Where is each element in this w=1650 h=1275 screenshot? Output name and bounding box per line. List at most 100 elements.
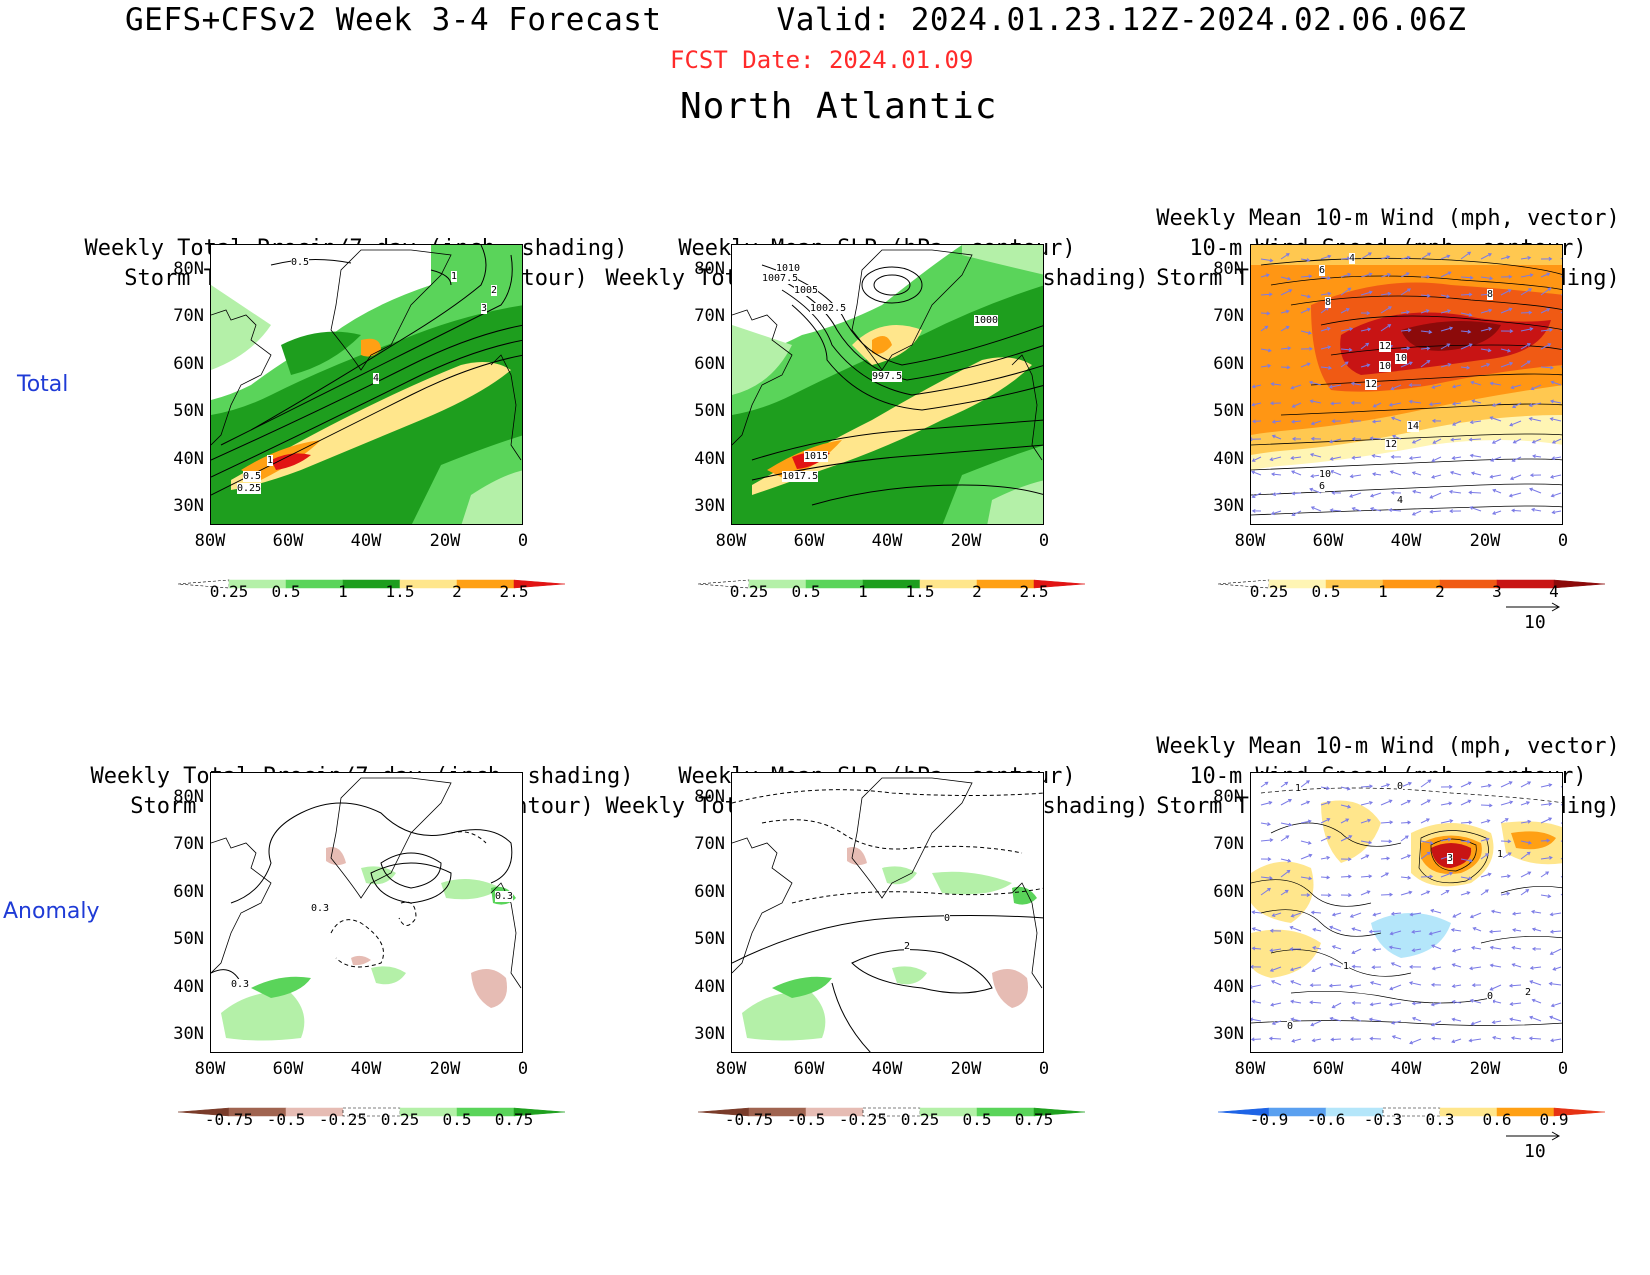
wind-vector-head: [1446, 254, 1451, 259]
wind-vector-head: [1311, 968, 1316, 973]
wind-vector: [1340, 273, 1351, 278]
wind-vector-head: [1408, 399, 1413, 404]
map-panel-precip-anomaly: 0.3 0.3 0.3: [210, 772, 523, 1053]
wind-vector: [1400, 288, 1411, 296]
wind-vector-head: [1489, 987, 1494, 991]
lon-tick-label: 20W: [1469, 1059, 1501, 1079]
wind-vector: [1300, 330, 1312, 334]
colorbar-swatch: [1553, 579, 1606, 589]
lat-tick-label: 30N: [1213, 496, 1244, 516]
forecast-date: FCST Date: 2024.01.09: [670, 46, 974, 74]
wind-vector-head: [1430, 1002, 1435, 1007]
wind-vector: [1460, 312, 1472, 316]
wind-vector-head: [1290, 913, 1295, 918]
wind-vector-head: [1548, 855, 1553, 860]
wind-vector: [1380, 292, 1391, 296]
wind-vector: [1271, 473, 1282, 476]
wind-vector: [1349, 984, 1362, 988]
wind-vector-head: [1385, 872, 1390, 877]
wind-vector-head: [1331, 419, 1336, 424]
lat-tick-label: 50N: [173, 401, 204, 421]
wind-vector-head: [1451, 999, 1456, 1004]
colorbar-label: 0.25: [1249, 582, 1289, 601]
contour-label: 14: [1407, 421, 1420, 432]
colorbar-label: -0.75: [724, 1110, 774, 1129]
wind-vector: [1440, 802, 1452, 806]
wind-vector-head: [1492, 488, 1497, 493]
wind-vector-head: [1471, 945, 1475, 950]
contour-label: 3: [481, 303, 488, 314]
wind-vector: [1540, 817, 1552, 824]
wind-vector: [1540, 871, 1549, 878]
wind-vector: [1380, 857, 1390, 860]
wind-vector: [1551, 1002, 1562, 1007]
wind-vector-head: [1506, 891, 1511, 896]
wind-vector: [1500, 308, 1512, 314]
wind-vector-head: [1251, 946, 1256, 951]
wind-vector-head: [1310, 421, 1315, 426]
wind-vector-head: [1485, 853, 1489, 857]
wind-vector: [1300, 362, 1310, 368]
wind-vector: [1390, 930, 1402, 935]
wind-vector: [1512, 912, 1522, 915]
wind-vector-head: [1472, 926, 1477, 931]
wind-vector: [1430, 909, 1442, 914]
contour-label: 1: [1497, 849, 1504, 860]
wind-vector-head: [1507, 289, 1512, 293]
wind-vector: [1460, 781, 1472, 788]
wind-vector: [1340, 328, 1353, 332]
wind-vector-head: [1431, 966, 1436, 971]
wind-vector-head: [1470, 471, 1475, 476]
lon-tick-label: 80W: [194, 531, 226, 551]
wind-vector: [1372, 420, 1382, 423]
wind-vector-head: [1546, 272, 1551, 277]
lon-tick-label: 0: [517, 531, 529, 551]
wind-vector: [1380, 324, 1391, 332]
wind-vector-head: [1451, 984, 1456, 989]
wind-vector-head: [1407, 854, 1411, 859]
colorbar-label: 0.25: [380, 1110, 420, 1129]
wind-vector-head: [1485, 837, 1490, 842]
wind-vector: [1440, 838, 1451, 842]
wind-vector: [1400, 876, 1411, 879]
wind-vector-head: [1390, 386, 1395, 391]
wind-vector: [1440, 271, 1451, 278]
wind-vector: [1480, 804, 1492, 807]
wind-vector-head: [1466, 365, 1471, 370]
wind-vector: [1500, 256, 1510, 260]
wind-vector-head: [1307, 840, 1312, 845]
contour-label: 1: [451, 271, 458, 282]
wind-vector-head: [1271, 913, 1276, 917]
colorbar-label: 2: [1435, 582, 1445, 601]
colorbar-label: 0.5: [962, 1110, 992, 1129]
wind-vector: [1360, 252, 1372, 260]
wind-vector: [1360, 801, 1373, 806]
wind-vector: [1531, 910, 1542, 914]
wind-vector: [1290, 966, 1302, 971]
wind-vector: [1550, 930, 1562, 933]
wind-vector-head: [1268, 1036, 1273, 1041]
wind-vector-head: [1468, 820, 1473, 825]
wind-vector: [1472, 400, 1482, 404]
wind-vector-head: [1389, 986, 1394, 991]
wind-vector: [1440, 294, 1450, 298]
colorbar-label: -0.5: [786, 1110, 826, 1129]
wind-vector-head: [1368, 290, 1373, 295]
wind-vector: [1252, 911, 1262, 914]
wind-vector-head: [1428, 330, 1433, 334]
wind-vector-head: [1269, 876, 1273, 880]
lon-tick-label: 20W: [950, 1059, 982, 1079]
wind-vector-head: [1308, 853, 1313, 858]
wind-vector: [1471, 381, 1482, 386]
wind-vector: [1330, 470, 1342, 476]
wind-vector: [1492, 1020, 1502, 1024]
wind-vector: [1291, 1038, 1302, 1042]
wind-vector-head: [1306, 362, 1311, 367]
lon-tick-label: 80W: [715, 1059, 747, 1079]
wind-vector-head: [1426, 851, 1431, 856]
wind-vector: [1492, 1000, 1502, 1004]
contour-label: 8: [1325, 297, 1332, 308]
wind-vector-head: [1369, 784, 1374, 789]
wind-vector-head: [1470, 380, 1475, 385]
contour-label: 12: [1379, 341, 1392, 352]
